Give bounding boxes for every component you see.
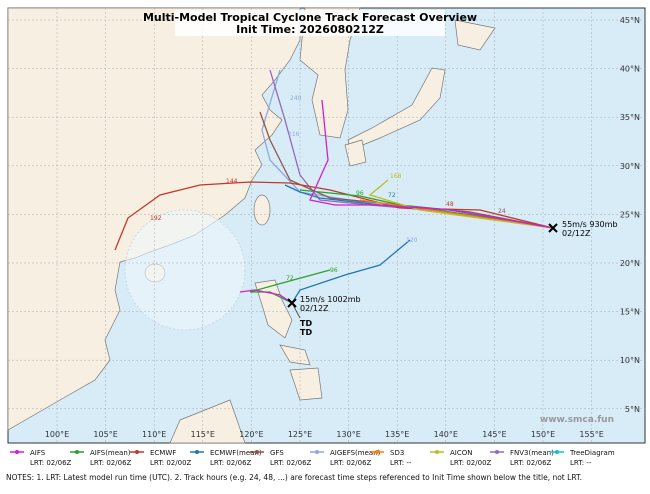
lon-label: 110°E (142, 430, 166, 439)
legend-name: ECMWF (150, 449, 176, 457)
subtitle: Init Time: 2026080212Z (236, 23, 384, 36)
title-box (175, 10, 445, 36)
legend-lrt: LRT: -- (390, 459, 412, 467)
lat-label: 15°N (620, 308, 640, 317)
legend-dot (255, 450, 259, 454)
watermark: www.smca.fun (540, 415, 614, 425)
hour-label: 96 (330, 267, 338, 274)
legend-dot (555, 450, 559, 454)
legend-name: ECMWF(mean) (210, 449, 262, 457)
lon-label: 135°E (385, 430, 409, 439)
markers (287, 223, 558, 308)
legend-dot (15, 450, 19, 454)
hour-label: 24 (498, 208, 506, 215)
legend-lrt: LRT: 02/00Z (450, 459, 492, 467)
legend-lrt: LRT: 02/06Z (210, 459, 252, 467)
lat-label: 25°N (620, 210, 640, 219)
track (239, 289, 293, 304)
lon-label: 100°E (45, 430, 69, 439)
lat-label: 20°N (620, 259, 640, 268)
lon-label: 155°E (579, 430, 603, 439)
annotation: 02/12Z (300, 304, 329, 313)
lon-label: 130°E (336, 430, 360, 439)
track (309, 99, 554, 229)
legend-lrt: LRT: 02/06Z (510, 459, 552, 467)
legend-lrt: LRT: 02/06Z (330, 459, 372, 467)
track (259, 111, 554, 229)
lat-label: 5°N (625, 405, 640, 414)
hour-label: 168 (390, 173, 402, 180)
legend-dot (135, 450, 139, 454)
track-labels: 120 96 72 48 24 144 192 168 240 216 72 9… (150, 95, 506, 282)
legend-name: FNV3(mean) (510, 449, 554, 457)
legend-name: AIFS(mean) (90, 449, 131, 457)
legend-lrt: LRT: 02/00Z (150, 459, 192, 467)
legend-lrt: LRT: 02/06Z (270, 459, 312, 467)
legend-dot (315, 450, 319, 454)
annotation: TD (300, 319, 312, 328)
lon-label: 145°E (482, 430, 506, 439)
track (368, 179, 554, 229)
hour-label: 48 (446, 201, 454, 208)
storm-center (548, 223, 558, 233)
lon-label: 105°E (93, 430, 117, 439)
annotation: 55m/s 930mb (562, 220, 618, 229)
legend-name: TreeDiagram (569, 449, 615, 457)
title: Multi-Model Tropical Cyclone Track Forec… (143, 11, 477, 24)
lat-label: 30°N (620, 162, 640, 171)
lat-label: 40°N (620, 65, 640, 74)
legend-dot (195, 450, 199, 454)
hour-label: 72 (286, 275, 294, 282)
annotations: 55m/s 930mb 02/12Z 15m/s 1002mb 02/12Z T… (300, 220, 618, 337)
legend-dot (75, 450, 79, 454)
legend: AIFS LRT: 02/06Z AIFS(mean) LRT: 02/06Z ECMW… (10, 449, 615, 467)
lon-label: 140°E (434, 430, 458, 439)
hour-label: 96 (356, 190, 364, 197)
annotation: 15m/s 1002mb (300, 295, 361, 304)
legend-name: AIFS (30, 449, 46, 457)
hour-label: 240 (290, 95, 302, 102)
legend-name: GFS (270, 449, 284, 457)
legend-name: SD3 (390, 449, 404, 457)
legend-dot (375, 450, 379, 454)
legend-lrt: LRT: 02/06Z (30, 459, 72, 467)
storm-center (287, 298, 297, 308)
lon-label: 115°E (191, 430, 215, 439)
hour-label: 72 (388, 192, 396, 199)
hour-label: 192 (150, 215, 162, 222)
lat-label: 45°N (620, 16, 640, 25)
lat-label: 35°N (620, 113, 640, 122)
legend-name: AIGEFS(mean) (330, 449, 381, 457)
annotation: 02/12Z (562, 229, 591, 238)
lat-label: 10°N (620, 356, 640, 365)
hour-label: 120 (406, 237, 418, 244)
tracks (114, 69, 554, 319)
track (249, 269, 331, 304)
track (291, 239, 411, 304)
hour-label: 216 (288, 131, 300, 138)
annotation: TD (300, 328, 312, 337)
lon-label: 125°E (288, 430, 312, 439)
uncertainty-cone (124, 209, 246, 331)
hour-label: 144 (226, 178, 238, 185)
legend-dot (435, 450, 439, 454)
legend-name: AICON (450, 449, 473, 457)
legend-lrt: LRT: 02/06Z (90, 459, 132, 467)
lon-label: 120°E (239, 430, 263, 439)
legend-lrt: LRT: -- (570, 459, 592, 467)
lon-label: 150°E (531, 430, 555, 439)
legend-dot (495, 450, 499, 454)
notes: NOTES: 1. LRT: Latest model run time (UT… (6, 473, 582, 482)
